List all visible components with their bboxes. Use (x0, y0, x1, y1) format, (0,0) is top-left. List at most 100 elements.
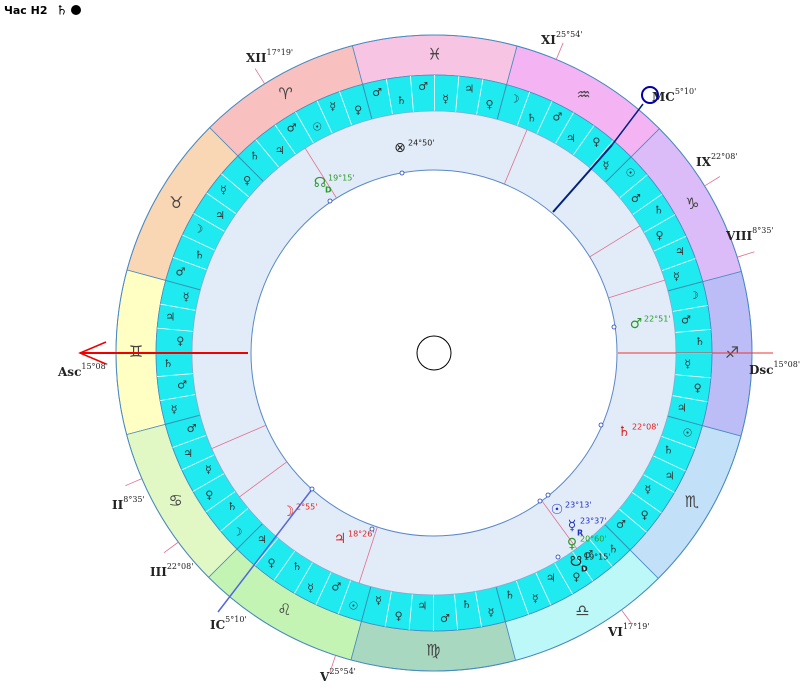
decan-glyph: ☿ (329, 100, 336, 113)
sign-glyph: ♌ (277, 600, 291, 619)
sign-glyph: ♍ (426, 640, 440, 659)
house-name: VIII (725, 229, 753, 243)
decan-divider (172, 256, 207, 271)
house-label: VIII8°35' (725, 226, 774, 243)
decan-divider (236, 523, 263, 550)
decan-glyph: ♂ (440, 612, 450, 625)
decan-glyph: ♀ (641, 508, 649, 521)
decan-glyph: ♄ (462, 598, 472, 611)
house-degree: 17°19' (267, 48, 294, 57)
decan-divider (631, 491, 662, 514)
house-degree: 17°19' (623, 622, 650, 631)
decan-glyph: ♀ (486, 98, 494, 111)
decan-glyph: ♃ (257, 533, 267, 546)
decan-glyph: ☿ (205, 463, 212, 476)
decan-glyph: ☿ (488, 606, 495, 619)
house-degree: 5°10' (675, 87, 696, 96)
house-label: Dsc15°08' (749, 360, 800, 377)
decan-divider (221, 173, 250, 198)
center-circle (416, 335, 452, 371)
planet-note: R (577, 529, 583, 538)
house-name: III (150, 565, 167, 579)
ic-line (217, 487, 314, 613)
mc-line (552, 144, 613, 213)
sign-glyph: ♈ (278, 84, 292, 103)
position-dot (537, 498, 543, 504)
decan-divider (295, 111, 314, 144)
decan-divider (182, 234, 216, 251)
decan-divider (362, 84, 373, 120)
cusp-line (239, 461, 288, 498)
decan-divider (643, 214, 676, 233)
decan-glyph: ☿ (183, 290, 190, 303)
planet-degree: 19°15' (328, 174, 355, 183)
position-dot (399, 170, 405, 176)
house-label: II8°35' (112, 495, 145, 512)
header-title: Час Н2 (4, 4, 48, 17)
planet-glyph: ♀ (567, 536, 577, 552)
header-glyph: ♄ (56, 4, 68, 19)
decan-divider (206, 192, 237, 215)
planet-note: D (325, 186, 332, 195)
decan-divider (160, 303, 196, 311)
planet-glyph: ☿ (568, 518, 577, 534)
decan-glyph: ☿ (375, 594, 382, 607)
decan-glyph: ☿ (532, 592, 539, 605)
decan-glyph: ♃ (546, 572, 556, 585)
decan-divider (255, 139, 280, 168)
decan-divider (643, 474, 675, 493)
asc-arrow (78, 341, 107, 365)
sign-glyph: ♏ (685, 492, 699, 511)
cusp-tick (329, 655, 336, 673)
decan-divider (454, 594, 458, 631)
cusp-tick (737, 251, 755, 258)
house-degree: 15°08' (81, 362, 108, 371)
decan-glyph: ☉ (683, 427, 693, 440)
house-degree: 25°54' (556, 30, 583, 39)
house-name: IC (210, 618, 225, 632)
cusp-line (541, 500, 577, 549)
planet-degree: 20°60' (580, 535, 607, 544)
decan-glyph: ♃ (665, 469, 675, 482)
decan-divider (619, 174, 648, 199)
decan-glyph: ♀ (268, 557, 276, 570)
cusp-line (358, 526, 378, 584)
decan-glyph: ♂ (552, 110, 562, 123)
position-dot (327, 198, 333, 204)
decan-divider (339, 91, 353, 126)
decan-glyph: ☉ (312, 120, 322, 133)
decan-divider (667, 415, 703, 427)
decan-divider (455, 76, 460, 113)
cusp-tick (555, 42, 564, 60)
planet-glyph: ♃ (334, 531, 347, 547)
decan-glyph: ☽ (510, 92, 520, 105)
house-degree: 8°35' (752, 226, 773, 235)
decan-divider (254, 537, 279, 566)
decan-divider (516, 91, 531, 126)
house-degree: 15°08' (773, 360, 800, 369)
decan-divider (652, 455, 686, 472)
decan-glyph: ☽ (193, 223, 203, 236)
decan-divider (589, 140, 614, 169)
sign-glyph: ♓ (428, 45, 442, 64)
decan-glyph: ♂ (681, 313, 691, 326)
planet-degree: 22°08' (632, 423, 659, 432)
decan-glyph: ♄ (527, 112, 537, 125)
planet-glyph: ☉ (551, 502, 564, 518)
cusp-line (304, 147, 337, 199)
decan-divider (337, 580, 352, 615)
decan-divider (384, 591, 392, 627)
house-name: VI (607, 625, 623, 639)
planet-degree: 22°51' (644, 315, 671, 324)
decan-divider (496, 84, 508, 120)
decan-divider (181, 454, 215, 471)
mc-circle (641, 86, 659, 104)
house-name: Dsc (749, 363, 773, 377)
cusp-line (608, 279, 665, 299)
decan-divider (294, 562, 313, 594)
decan-glyph: ☽ (233, 525, 243, 538)
cusp-tick (254, 68, 266, 85)
decan-divider (515, 580, 529, 615)
house-label: IX22°08' (696, 152, 738, 169)
